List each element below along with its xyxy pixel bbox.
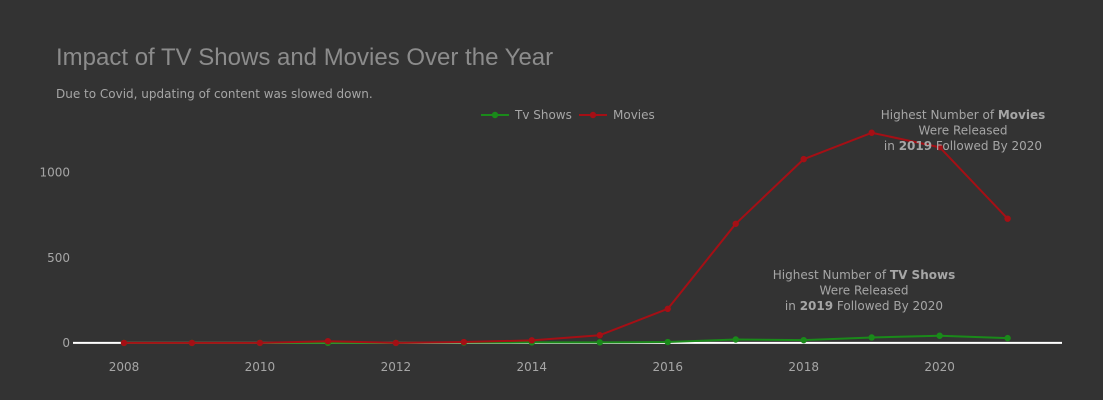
data-point-movies [392,339,400,347]
x-tick-label: 2020 [924,360,955,374]
data-point-tv-shows [868,334,875,341]
data-point-movies [460,338,468,346]
chart-subtitle: Due to Covid, updating of content was sl… [56,87,373,101]
x-tick-label: 2018 [788,360,819,374]
annotation-segment: 2019 [800,299,833,313]
y-axis-ticks: 0 500 1000 [39,166,70,350]
x-tick-label: 2010 [245,360,276,374]
annotation-line: Highest Number of TV Shows [773,268,955,282]
annotation-line: Highest Number of Movies [881,108,1046,122]
y-tick-label: 1000 [39,166,70,180]
data-point-movies [936,144,943,151]
annotation-line: Were Released [820,284,909,298]
annotation-segment: Highest Number of [773,268,890,282]
data-point-movies [596,332,603,339]
annotation-segment: in [785,299,800,313]
legend-label: Movies [613,108,655,122]
y-tick-label: 500 [47,251,70,265]
data-point-movies [188,339,196,347]
chart-title: Impact of TV Shows and Movies Over the Y… [56,44,553,71]
data-point-movies [868,129,875,136]
legend-swatch-marker [589,111,597,119]
x-axis-ticks: 2008 2010 2012 2014 2016 2018 2020 [109,360,955,374]
y-tick-label: 0 [62,336,70,350]
legend-item-tv-shows[interactable]: Tv Shows [481,108,572,122]
data-point-tv-shows [936,332,943,339]
series-layer [120,129,1011,347]
annotation-line: in 2019 Followed By 2020 [884,139,1042,153]
annotation-segment: 2019 [899,139,932,153]
data-point-movies [528,337,536,344]
data-point-movies [800,155,807,163]
annotation-segment: Movies [998,108,1045,122]
data-point-tv-shows [664,338,671,346]
annotation-segment: Followed By 2020 [833,299,943,313]
annotation-segment: TV Shows [890,268,955,282]
data-point-movies [256,339,264,347]
data-point-movies [120,339,128,347]
annotation-movies-note: Highest Number of Movies Were Releasedin … [881,108,1046,153]
annotation-segment: in [884,139,899,153]
data-point-movies [664,305,671,313]
annotation-segment: Were Released [820,284,909,298]
x-tick-label: 2014 [517,360,548,374]
data-point-movies [1004,215,1011,222]
legend[interactable]: Tv Shows Movies [481,108,655,122]
annotation-line: Were Released [919,124,1008,138]
legend-swatch-marker [491,111,499,119]
annotation-segment: Followed By 2020 [932,139,1042,153]
data-point-movies [324,337,332,345]
data-point-movies [732,220,739,227]
x-tick-label: 2016 [652,360,683,374]
legend-label: Tv Shows [514,108,572,122]
series-line-movies [123,131,1009,344]
data-point-tv-shows [800,336,807,344]
x-tick-label: 2008 [109,360,140,374]
data-point-tv-shows [732,336,739,343]
annotation-segment: Were Released [919,124,1008,138]
annotation-segment: Highest Number of [881,108,998,122]
data-point-tv-shows [1004,334,1011,342]
data-point-tv-shows [596,339,603,346]
annotation-line: in 2019 Followed By 2020 [785,299,943,313]
legend-item-movies[interactable]: Movies [579,108,655,122]
x-tick-label: 2012 [381,360,412,374]
